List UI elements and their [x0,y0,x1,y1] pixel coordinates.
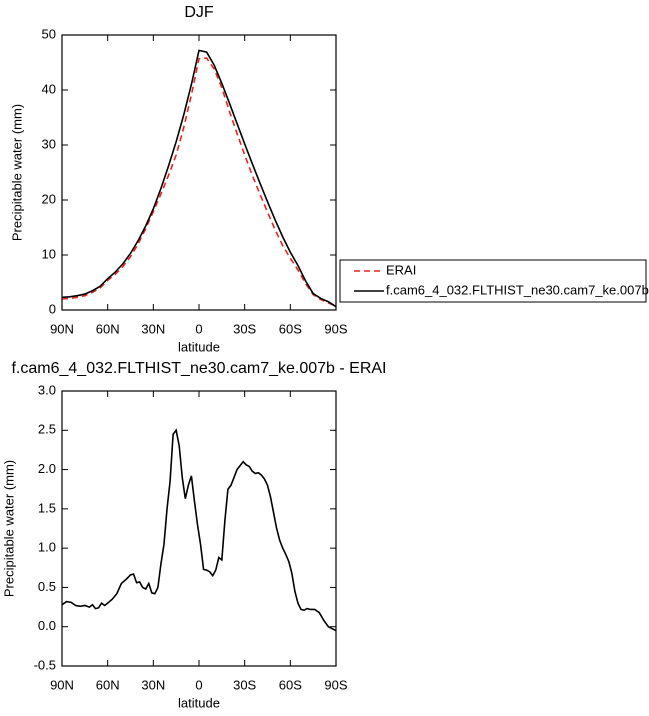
plot-frame [61,390,337,667]
y-axis-title: Precipitable water (mm) [9,104,24,241]
chart-title: DJF [184,4,214,21]
x-tick-label: 30N [141,677,165,692]
y-tick-label: 40 [42,81,56,96]
x-axis-title: latitude [178,339,220,354]
x-tick-label: 30N [141,321,165,336]
chart-title: f.cam6_4_032.FLTHIST_ne30.cam7_ke.007b -… [11,360,386,377]
y-tick-label: 0.0 [38,618,56,633]
x-tick-label: 60S [279,321,302,336]
y-tick-label: 0.5 [38,579,56,594]
y-tick-label: 30 [42,136,56,151]
y-axis-title: Precipitable water (mm) [1,460,16,597]
legend-label: ERAI [386,262,416,277]
y-tick-label: 10 [42,246,56,261]
legend-label: f.cam6_4_032.FLTHIST_ne30.cam7_ke.007b [386,282,649,297]
x-tick-label: 90N [50,321,74,336]
x-tick-label: 0 [195,321,202,336]
y-tick-label: 20 [42,191,56,206]
y-tick-label: 50 [42,26,56,41]
panel: DJF Precipitable water (mm) latitude 0 10 20 3… [9,4,648,354]
y-tick-label: 2.0 [38,461,56,476]
y-tick-label: 0 [49,301,56,316]
y-tick-label: 1.0 [38,540,56,555]
x-tick-label: 60N [96,677,120,692]
x-tick-label: 30S [233,677,256,692]
y-tick-label: -0.5 [34,657,56,672]
plot-frame [61,34,337,311]
y-tick-label: 1.5 [38,500,56,515]
x-tick-label: 90S [324,677,347,692]
series-line [61,49,337,308]
y-tick-label: 3.0 [38,382,56,397]
x-tick-label: 90S [324,321,347,336]
panel: f.cam6_4_032.FLTHIST_ne30.cam7_ke.007b -… [1,360,386,710]
x-axis-title: latitude [178,695,220,710]
x-tick-label: 60S [279,677,302,692]
x-tick-label: 0 [195,677,202,692]
legend: ERAI f.cam6_4_032.FLTHIST_ne30.cam7_ke.00… [339,259,649,303]
y-tick-label: 2.5 [38,422,56,437]
legend-box [339,259,647,303]
x-tick-label: 30S [233,321,256,336]
series-line [61,57,337,307]
x-tick-label: 60N [96,321,120,336]
x-tick-label: 90N [50,677,74,692]
diff-line [61,428,337,632]
